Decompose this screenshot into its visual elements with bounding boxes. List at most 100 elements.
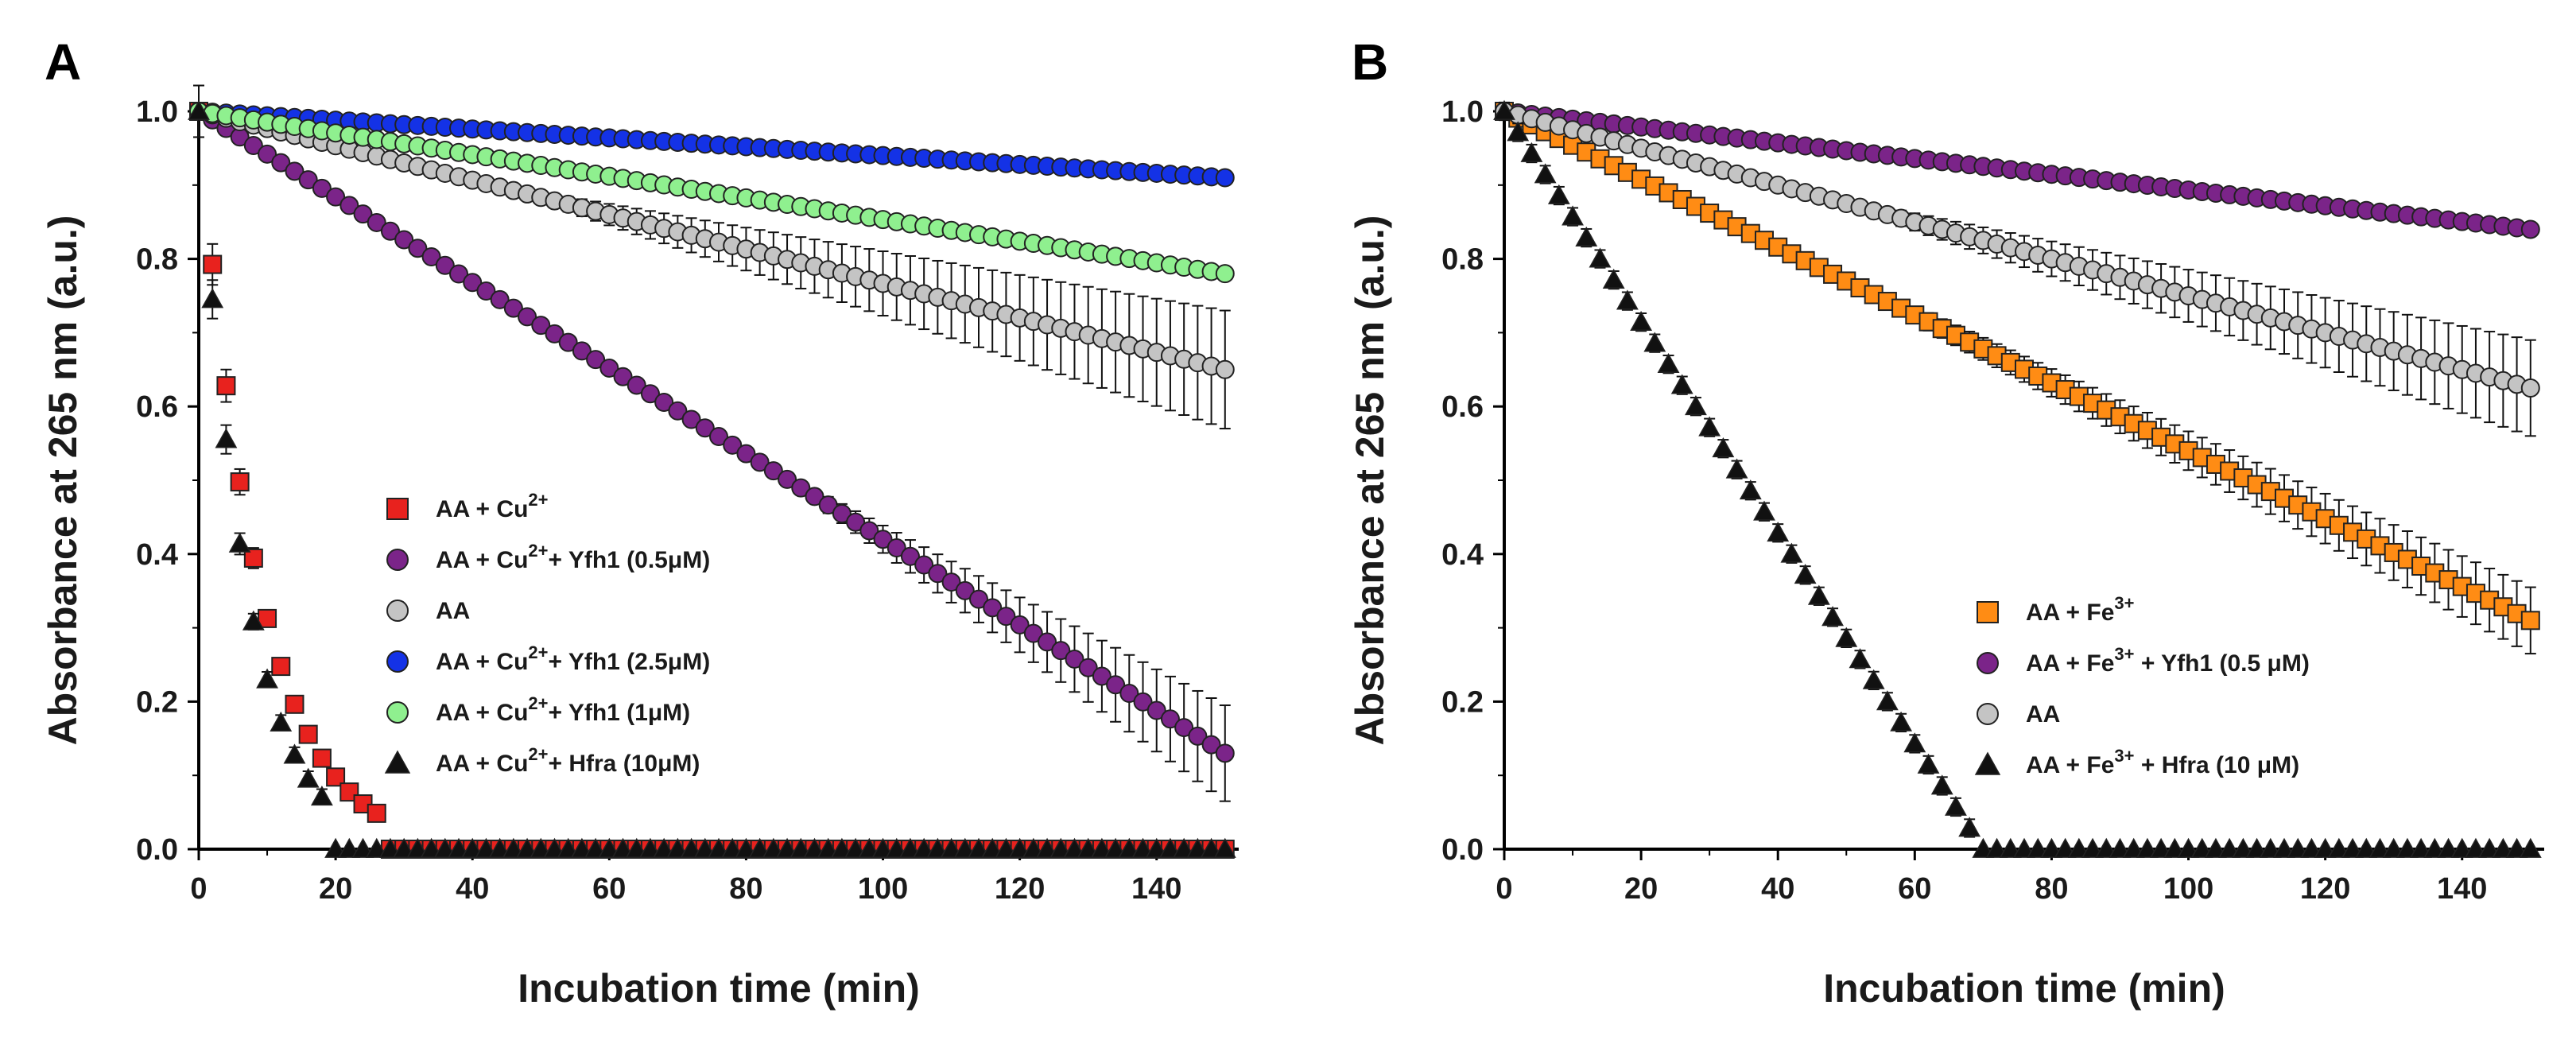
data-point [1739, 479, 1762, 500]
data-point [2163, 837, 2186, 858]
series-5 [188, 84, 1236, 858]
x-tick-label: 100 [2163, 872, 2213, 906]
data-point [572, 341, 592, 361]
data-point [708, 837, 730, 858]
data-point [2396, 837, 2419, 858]
data-point [420, 837, 443, 858]
data-point [1010, 615, 1030, 634]
data-point [1917, 753, 1940, 774]
data-point [1507, 121, 1530, 142]
data-point [2410, 837, 2433, 858]
data-point [818, 495, 838, 515]
series-3 [1493, 99, 2542, 858]
data-point [1201, 735, 1221, 755]
series-1 [189, 102, 1235, 802]
legend-marker [386, 650, 409, 673]
data-point [791, 478, 811, 498]
data-point [475, 837, 498, 858]
data-point [639, 837, 661, 858]
legend-marker [386, 600, 409, 622]
data-point [1106, 675, 1126, 695]
data-point [298, 170, 318, 190]
data-point [778, 469, 797, 489]
data-point [530, 837, 553, 858]
data-point [885, 837, 908, 858]
data-point [681, 409, 701, 429]
data-point [312, 748, 332, 768]
data-point [1657, 352, 1680, 374]
data-point [2478, 837, 2501, 858]
data-point [2519, 837, 2542, 858]
data-point [2437, 837, 2460, 858]
x-tick-label: 80 [729, 872, 762, 906]
data-point [1493, 99, 1515, 120]
data-point [557, 837, 580, 858]
data-point [914, 555, 934, 575]
x-tick-label: 40 [1761, 872, 1794, 906]
data-point [1173, 837, 1196, 858]
data-point [709, 427, 728, 447]
data-point [271, 153, 291, 173]
series-2 [1495, 102, 2540, 437]
data-point [969, 589, 988, 609]
data-point [2190, 837, 2213, 858]
legend-main: AA + Cu [436, 649, 528, 675]
data-point [1213, 837, 1236, 858]
data-point [1023, 623, 1043, 643]
legend-main: AA + Fe [2026, 600, 2114, 626]
data-point [215, 428, 238, 448]
data-point [1972, 837, 1995, 858]
x-tick-label: 140 [2437, 872, 2487, 906]
data-point [203, 254, 223, 274]
data-point [421, 247, 441, 267]
data-point [653, 837, 676, 858]
legend-superscript: 2+ [528, 642, 548, 662]
data-point [1849, 648, 1872, 669]
legend-main: AA + Cu [436, 496, 528, 522]
data-point [1186, 837, 1209, 858]
legend-marker [1974, 751, 2001, 775]
legend-main: AA + Cu [436, 751, 528, 777]
legend-rest: + Yfh1 (0.5 μM) [2135, 650, 2310, 677]
series-3 [189, 102, 1235, 188]
data-point [1534, 163, 1557, 184]
data-point [461, 837, 484, 858]
data-point [627, 375, 646, 395]
legend-rest: + Yfh1 (1μM) [549, 700, 691, 726]
data-point [2382, 837, 2405, 858]
legend-entry: AA [2026, 701, 2060, 728]
data-point [693, 837, 716, 858]
data-point [1903, 732, 1926, 753]
data-point [230, 472, 250, 492]
series-4 [189, 102, 1235, 284]
y-tick-label: 0.6 [136, 390, 178, 424]
data-point [1616, 289, 1639, 310]
legend-entry: AA + Cu2++ Yfh1 (0.5μM) [436, 541, 710, 573]
data-point [406, 837, 429, 858]
data-point [326, 187, 346, 207]
data-point [1945, 795, 1967, 816]
data-point [310, 786, 333, 806]
legend-main: AA + Fe [2026, 752, 2114, 778]
data-point [941, 572, 961, 592]
data-point [365, 837, 388, 858]
data-point [953, 837, 976, 858]
data-point [750, 452, 770, 472]
data-point [735, 837, 758, 858]
data-point [463, 273, 483, 293]
data-point [859, 521, 879, 541]
data-point [2327, 837, 2350, 858]
data-point [871, 837, 894, 858]
data-point [955, 580, 975, 600]
legend-entry: AA [436, 598, 470, 624]
y-tick-label: 0.4 [136, 538, 178, 572]
legend-main: AA + Cu [436, 547, 528, 573]
data-point [2423, 837, 2446, 858]
x-tick-label: 0 [190, 872, 207, 906]
data-point [1643, 332, 1666, 352]
panel-b-chart: 0 20 40 60 80 100 120 140 0.0 0.2 0.4 0.6 0.8 1.0 Incu… [1348, 95, 2544, 1011]
data-point [201, 288, 224, 309]
data-point [817, 837, 840, 858]
series-2 [189, 102, 1235, 430]
